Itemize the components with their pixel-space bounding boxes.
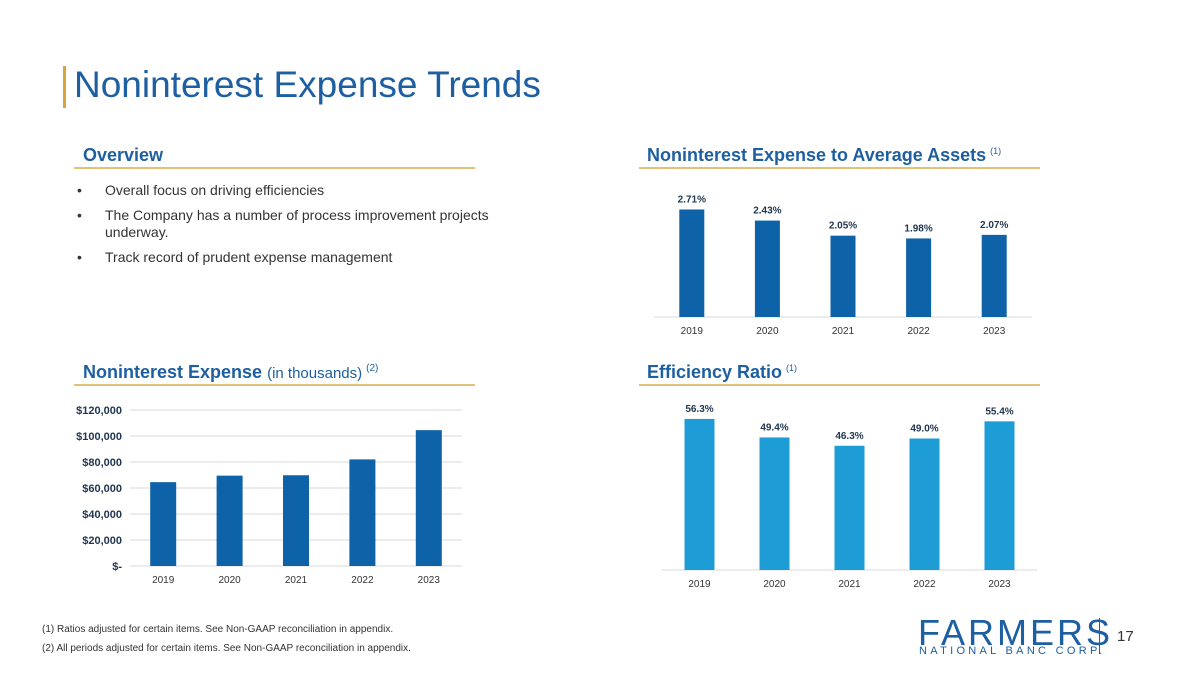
bar-2019 [679,209,705,317]
data-label: 1.98% [904,223,932,234]
assets-chart-rule [639,167,1040,169]
bar-2019 [150,482,177,566]
assets-chart-title: Noninterest Expense to Average Assets [647,145,987,165]
y-tick-label: $60,000 [82,483,122,495]
expense-chart-rule [74,384,475,386]
expense-chart-footnote-ref: (2) [366,363,379,374]
efficiency-chart-title: Efficiency Ratio [647,362,783,382]
bar-2022 [349,459,376,566]
data-label: 49.4% [760,422,788,433]
bar-2022 [909,438,940,570]
x-tick-label: 2022 [907,326,930,337]
y-tick-label: $80,000 [82,457,122,469]
expense-chart-heading: Noninterest Expense (in thousands) (2) [83,362,378,383]
bar-2020 [216,475,243,566]
efficiency-chart-rule [639,384,1040,386]
data-label: 2.71% [678,194,706,205]
data-label: 2.07% [980,220,1008,231]
y-tick-label: $40,000 [82,509,122,521]
x-tick-label: 2019 [688,579,711,590]
overview-bullet: The Company has a number of process impr… [74,207,494,241]
farmers-logo-wordmark: FARMERS [918,612,1114,653]
page-title: Noninterest Expense Trends [74,64,541,105]
title-accent-bar [63,66,66,108]
x-tick-label: 2021 [838,579,861,590]
x-tick-label: 2021 [832,326,855,337]
data-label: 46.3% [835,431,863,442]
farmers-logo-subtitle: NATIONAL BANC CORP. [919,645,1106,657]
x-tick-label: 2021 [285,575,308,586]
x-tick-label: 2022 [351,575,374,586]
x-tick-label: 2019 [152,575,175,586]
footnote-1: (1) Ratios adjusted for certain items. S… [42,624,394,635]
bar-2022 [906,238,932,317]
x-tick-label: 2020 [763,579,786,590]
x-tick-label: 2023 [983,326,1006,337]
bar-2020 [759,437,790,570]
page-number: 17 [1117,628,1134,645]
data-label: 56.3% [685,404,713,415]
assets-chart-heading: Noninterest Expense to Average Assets (1) [647,145,1001,166]
bar-2021 [834,445,865,570]
x-tick-label: 2019 [681,326,704,337]
footnote-2: (2) All periods adjusted for certain ite… [42,643,411,654]
logo-divider [1099,618,1100,654]
data-label: 55.4% [985,406,1013,417]
bar-2019 [684,418,715,570]
y-tick-label: $100,000 [76,431,122,443]
bar-2020 [754,220,780,317]
efficiency-chart-heading: Efficiency Ratio (1) [647,362,797,383]
y-tick-label: $120,000 [76,405,122,417]
bar-2021 [830,235,856,317]
x-tick-label: 2022 [913,579,936,590]
overview-bullet: Overall focus on driving efficiencies [74,182,494,199]
efficiency-ratio-chart: 56.3% 2019 49.4% 2020 46.3% 2021 49.0% 2022 55.4… [662,404,1037,590]
overview-bullet-list: Overall focus on driving efficiencies Th… [74,182,494,274]
noninterest-expense-chart: $- $20,000 $40,000 $60,000 $80,000 $100,000 $1… [76,405,462,586]
y-tick-label: $- [112,561,122,573]
overview-rule [74,167,475,169]
data-label: 49.0% [910,424,938,435]
data-label: 2.43% [753,206,781,217]
bar-2023 [981,234,1007,317]
y-tick-label: $20,000 [82,535,122,547]
overview-heading: Overview [83,145,164,165]
assets-ratio-chart: 2.71% 2019 2.43% 2020 2.05% 2021 1.98% 2022 2.07… [654,194,1032,337]
bar-2021 [283,475,309,566]
assets-chart-footnote-ref: (1) [990,146,1002,156]
bar-2023 [984,421,1015,570]
overview-bullet: Track record of prudent expense manageme… [74,249,494,266]
expense-chart-subtitle: (in thousands) [267,365,363,382]
x-tick-label: 2023 [418,575,441,586]
x-tick-label: 2020 [218,575,241,586]
x-tick-label: 2023 [988,579,1011,590]
x-tick-label: 2020 [756,326,779,337]
data-label: 2.05% [829,221,857,232]
bar-2023 [415,430,442,566]
efficiency-chart-footnote-ref: (1) [786,363,798,373]
expense-chart-title: Noninterest Expense [83,362,263,382]
